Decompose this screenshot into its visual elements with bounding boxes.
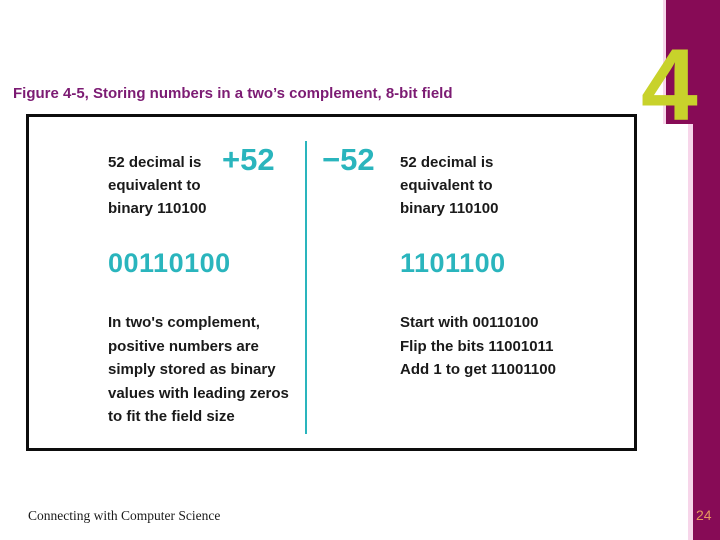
figure-box: 52 decimal is equivalent to binary 11010… [26,114,637,451]
figure-divider [305,141,307,434]
chapter-number: 4 [641,28,698,142]
right-explanation-line: Flip the bits 11001011 [400,337,554,355]
left-caption-line: equivalent to [108,177,201,194]
negative-binary-value: 1101100 [400,248,506,278]
left-caption: 52 decimal is equivalent to binary 11010… [108,151,206,220]
right-caption-line: 52 decimal is [400,154,494,171]
left-explanation-line: values with leading zeros [108,384,289,402]
left-explanation-line: In two's complement, [108,314,260,331]
left-explanation-line: simply stored as binary [108,361,276,378]
left-explanation: In two's complement, positive numbers ar… [108,311,289,429]
positive-value-label: +52 [222,142,275,177]
left-caption-line: 52 decimal is [108,154,202,171]
right-explanation-line: Add 1 to get 11001100 [400,361,556,378]
slide-title: Figure 4-5, Storing numbers in a two’s c… [13,85,453,102]
positive-binary-value: 00110100 [108,248,231,278]
left-caption-line: binary 110100 [108,200,207,217]
left-explanation-line: positive numbers are [108,337,259,355]
right-caption: 52 decimal is equivalent to binary 11010… [400,151,498,220]
right-caption-line: binary 110100 [400,200,499,217]
page-number: 24 [696,507,712,523]
left-explanation-line: to fit the field size [108,408,235,425]
right-explanation: Start with 00110100 Flip the bits 110010… [400,311,556,382]
negative-value-label: −52 [322,142,375,177]
right-caption-line: equivalent to [400,177,493,194]
right-explanation-line: Start with 00110100 [400,314,539,331]
chapter-color-block [663,0,720,124]
footer-course-title: Connecting with Computer Science [28,508,221,523]
